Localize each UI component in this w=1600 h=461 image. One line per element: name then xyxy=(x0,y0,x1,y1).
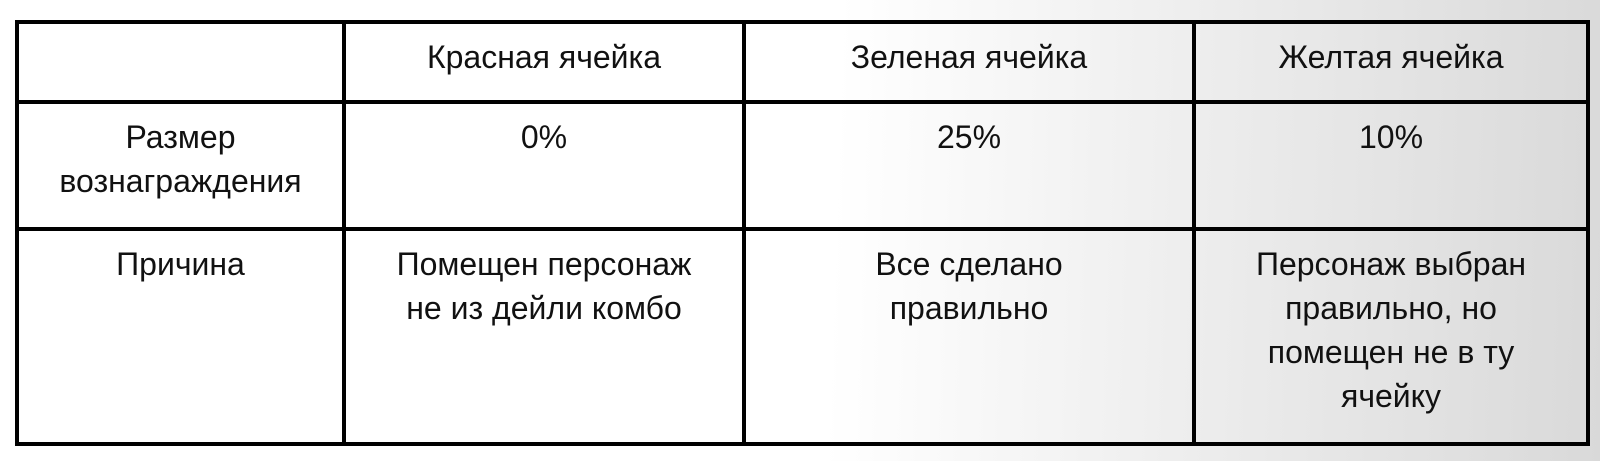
cell-reward-red: 0% xyxy=(342,100,746,231)
corner-header-cell xyxy=(15,20,346,104)
cell-reward-green: 25% xyxy=(742,100,1196,231)
table-header-row: Красная ячейка Зеленая ячейка Желтая яче… xyxy=(15,20,1590,104)
row-label-reward-size: Размер вознаграждения xyxy=(15,100,346,231)
column-header-red-cell: Красная ячейка xyxy=(342,20,746,104)
cell-reward-yellow: 10% xyxy=(1192,100,1590,231)
reward-table: Красная ячейка Зеленая ячейка Желтая яче… xyxy=(15,20,1590,446)
cell-reason-yellow: Персонаж выбран правильно, но помещен не… xyxy=(1192,227,1590,446)
table-row-reason: Причина Помещен персонаж не из дейли ком… xyxy=(15,227,1590,446)
row-label-reason: Причина xyxy=(15,227,346,446)
table-row-reward-size: Размер вознаграждения 0% 25% 10% xyxy=(15,100,1590,231)
cell-reason-red: Помещен персонаж не из дейли комбо xyxy=(342,227,746,446)
cell-reason-green: Все сделано правильно xyxy=(742,227,1196,446)
column-header-green-cell: Зеленая ячейка xyxy=(742,20,1196,104)
column-header-yellow-cell: Желтая ячейка xyxy=(1192,20,1590,104)
